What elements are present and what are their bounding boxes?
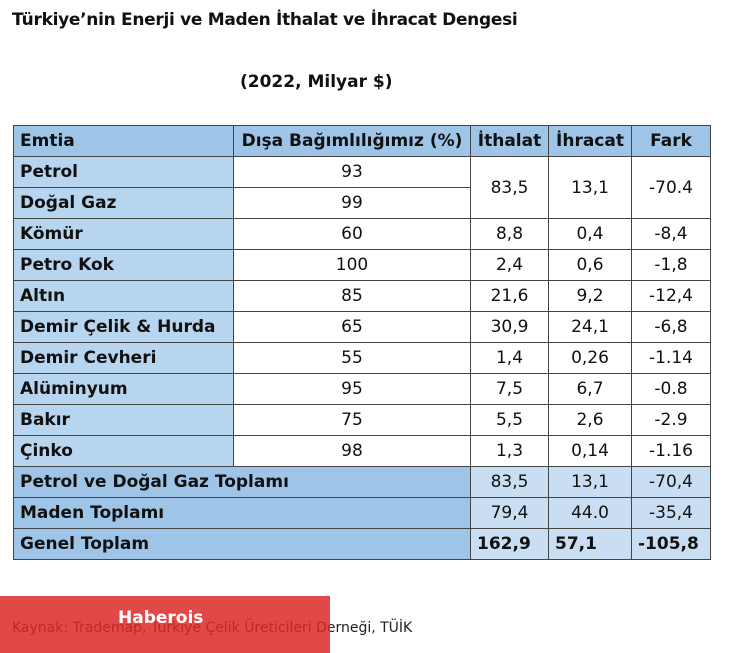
- cell: 24,1: [548, 311, 632, 343]
- cell: 30,9: [470, 311, 549, 343]
- cell: 98: [233, 435, 471, 467]
- cell: 93: [233, 156, 471, 188]
- row: Alüminyum 95 7,5 6,7 -0.8: [13, 373, 711, 405]
- cell: 2,6: [548, 404, 632, 436]
- total-label: Petrol ve Doğal Gaz Toplamı: [13, 466, 471, 498]
- cell: 55: [233, 342, 471, 374]
- total-cell: -105,8: [631, 528, 711, 560]
- cell: 8,8: [470, 218, 549, 250]
- cell: 60: [233, 218, 471, 250]
- cell: -1.16: [631, 435, 711, 467]
- cell: -6,8: [631, 311, 711, 343]
- cell: -70.4: [631, 156, 711, 219]
- cell: 83,5: [470, 156, 549, 219]
- row: Doğal Gaz 99: [13, 187, 711, 219]
- cell: 2,4: [470, 249, 549, 281]
- row-label: Petro Kok: [13, 249, 234, 281]
- row-label: Alüminyum: [13, 373, 234, 405]
- row-label: Petrol: [13, 156, 234, 188]
- row: Kömür 60 8,8 0,4 -8,4: [13, 218, 711, 250]
- watermark-text: Haberois: [118, 608, 204, 628]
- row: Altın 85 21,6 9,2 -12,4: [13, 280, 711, 312]
- row-label: Doğal Gaz: [13, 187, 234, 219]
- cell: 5,5: [470, 404, 549, 436]
- row: Bakır 75 5,5 2,6 -2.9: [13, 404, 711, 436]
- cell: 0,26: [548, 342, 632, 374]
- row: Petrol 93 83,5 13,1 -70.4: [13, 156, 711, 219]
- cell: 0,14: [548, 435, 632, 467]
- row-label: Demir Çelik & Hurda: [13, 311, 234, 343]
- cell: -12,4: [631, 280, 711, 312]
- total-cell: 162,9: [470, 528, 549, 560]
- subtitle: (2022, Milyar $): [240, 72, 393, 92]
- row-label: Altın: [13, 280, 234, 312]
- row: Petro Kok 100 2,4 0,6 -1,8: [13, 249, 711, 281]
- cell: -1.14: [631, 342, 711, 374]
- title: Türkiye’nin Enerji ve Maden İthalat ve İ…: [12, 10, 518, 30]
- cell: 65: [233, 311, 471, 343]
- row-label: Çinko: [13, 435, 234, 467]
- cell: 1,4: [470, 342, 549, 374]
- cell: 7,5: [470, 373, 549, 405]
- cell: 99: [233, 187, 471, 219]
- row: Çinko 98 1,3 0,14 -1.16: [13, 435, 711, 467]
- row-label: Bakır: [13, 404, 234, 436]
- total-label: Genel Toplam: [13, 528, 471, 560]
- cell: 13,1: [548, 156, 632, 219]
- cell: 0,6: [548, 249, 632, 281]
- total-label: Maden Toplamı: [13, 497, 471, 529]
- header-cell: Emtia: [13, 125, 234, 157]
- watermark: Haberois: [0, 596, 330, 653]
- header-row: Emtia Dışa Bağımlılığımız (%) İthalat İhrac…: [13, 125, 711, 157]
- total-cell: -35,4: [631, 497, 711, 529]
- cell: 21,6: [470, 280, 549, 312]
- row: Demir Cevheri 55 1,4 0,26 -1.14: [13, 342, 711, 374]
- cell: -8,4: [631, 218, 711, 250]
- cell: -1,8: [631, 249, 711, 281]
- cell: -0.8: [631, 373, 711, 405]
- cell: 85: [233, 280, 471, 312]
- header-cell: Dışa Bağımlılığımız (%): [233, 125, 471, 157]
- cell: 100: [233, 249, 471, 281]
- table: Emtia Dışa Bağımlılığımız (%) İthalat İhrac…: [13, 125, 711, 560]
- total-cell: 13,1: [548, 466, 632, 498]
- cell: 75: [233, 404, 471, 436]
- total-cell: 57,1: [548, 528, 632, 560]
- total-cell: -70,4: [631, 466, 711, 498]
- cell: 95: [233, 373, 471, 405]
- cell: -2.9: [631, 404, 711, 436]
- total-row: Maden Toplamı 79,4 44.0 -35,4: [13, 497, 711, 529]
- header-cell: İthalat: [470, 125, 549, 157]
- cell: 6,7: [548, 373, 632, 405]
- header-cell: İhracat: [548, 125, 632, 157]
- total-row: Petrol ve Doğal Gaz Toplamı 83,5 13,1 -70,4: [13, 466, 711, 498]
- row-label: Kömür: [13, 218, 234, 250]
- total-cell: 44.0: [548, 497, 632, 529]
- row-label: Demir Cevheri: [13, 342, 234, 374]
- cell: 0,4: [548, 218, 632, 250]
- total-cell: 83,5: [470, 466, 549, 498]
- total-row: Genel Toplam 162,9 57,1 -105,8: [13, 528, 711, 560]
- header-cell: Fark: [631, 125, 711, 157]
- cell: 1,3: [470, 435, 549, 467]
- total-cell: 79,4: [470, 497, 549, 529]
- cell: 9,2: [548, 280, 632, 312]
- row: Demir Çelik & Hurda 65 30,9 24,1 -6,8: [13, 311, 711, 343]
